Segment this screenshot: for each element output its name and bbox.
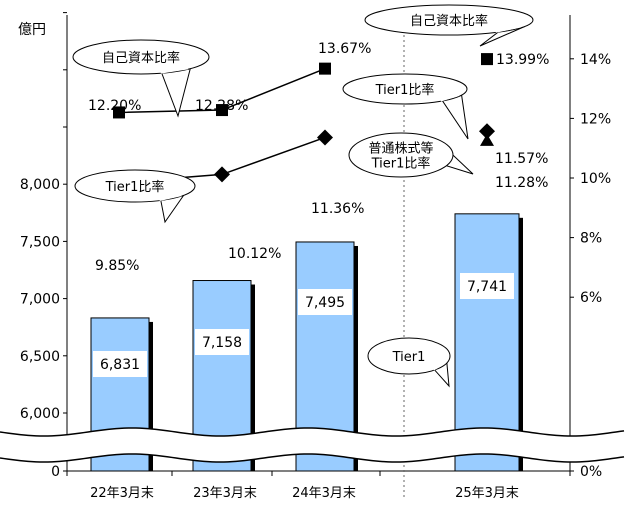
callout-text: 普通株式等 <box>368 141 433 157</box>
axis-break-fill <box>0 428 624 462</box>
left-axis-unit-label: 億円 <box>18 22 46 38</box>
bar-value-label: 7,741 <box>467 279 507 295</box>
callout-ellipse <box>72 39 210 75</box>
marker-diamond <box>317 129 333 146</box>
callout-text: 自己資本比率 <box>410 13 488 29</box>
callout-join <box>160 66 188 74</box>
category-label: 25年3月末 <box>455 486 519 501</box>
axes: 0 6,000 6,500 7,000 7,500 8,000 0% 6% 8% 10% 12% 14… <box>20 12 611 501</box>
callout-text: Tier1比率 <box>105 179 165 195</box>
callout-join <box>432 361 446 371</box>
callout-join <box>443 154 452 166</box>
bar-value-box <box>298 289 352 315</box>
series-value-label: 11.57% <box>495 151 548 167</box>
callout-tier1-bar: Tier1 <box>367 337 451 388</box>
series-value-label: 12.28% <box>195 98 248 114</box>
bar-value-box <box>195 329 249 355</box>
category-label: 24年3月末 <box>292 486 356 501</box>
series-value-label: 13.67% <box>318 41 371 57</box>
marker-square <box>113 106 125 119</box>
marker-square <box>216 104 228 117</box>
category-label: 23年3月末 <box>193 486 257 501</box>
callout-ellipse <box>367 337 451 375</box>
value-labels: 6,831 7,158 7,495 7,741 12.20% 12.28% 13.67% 13… <box>88 41 549 377</box>
bar-value-box <box>460 273 514 299</box>
right-axis-tick-label: 8% <box>580 231 602 247</box>
left-axis-tick-label: 8,000 <box>20 177 60 193</box>
callout-join <box>495 24 522 33</box>
callout-ellipse <box>348 132 454 178</box>
callout-capital-ratio-right: 自己資本比率 <box>364 4 534 47</box>
callouts: 自己資本比率自己資本比率Tier1比率Tier1比率普通株式等Tier1比率Ti… <box>72 4 534 388</box>
category-label: 22年3月末 <box>90 486 154 501</box>
callout-text: Tier1 <box>392 350 426 365</box>
marker-square <box>481 53 493 66</box>
callout-tier1-ratio-left: Tier1比率 <box>74 169 196 224</box>
left-axis-tick-label: 6,500 <box>20 349 60 365</box>
right-axis-tick-label: 6% <box>580 290 602 306</box>
bar-value-label: 6,831 <box>100 357 140 373</box>
callout-text: Tier1比率 <box>375 82 435 98</box>
series-value-label: 11.28% <box>495 175 548 191</box>
axis-break-line <box>0 427 625 437</box>
axis-break-line <box>0 453 625 463</box>
right-axis-tick-label: 14% <box>580 52 611 68</box>
callout-ellipse <box>342 73 468 105</box>
series-value-label: 12.20% <box>88 98 141 114</box>
callout-text: 自己資本比率 <box>102 50 180 66</box>
right-axis-tick-label: 0% <box>580 464 602 480</box>
callout-join <box>440 93 460 102</box>
left-axis-tick-label: 7,000 <box>20 292 60 308</box>
left-axis-tick-label: 7,500 <box>20 234 60 250</box>
callout-text: Tier1比率 <box>371 156 431 172</box>
callout-tail <box>441 94 469 140</box>
bar-value-label: 7,158 <box>202 335 242 351</box>
callout-ellipse <box>74 169 196 203</box>
series-value-label: 13.99% <box>496 52 549 68</box>
marker-triangle <box>480 133 494 146</box>
marker-diamond <box>479 123 495 140</box>
callout-capital-ratio-left: 自己資本比率 <box>72 39 210 118</box>
callout-join <box>159 193 182 201</box>
bar-value-label: 7,495 <box>305 295 345 311</box>
callout-ellipse <box>364 4 534 36</box>
marker-diamond <box>214 166 230 183</box>
axis-break-band <box>0 427 625 463</box>
series-value-label: 11.36% <box>311 201 364 217</box>
series-value-label: 9.85% <box>95 258 139 274</box>
series-value-label: 10.12% <box>228 246 281 262</box>
marker-square <box>319 62 331 75</box>
left-axis-tick-label: 0 <box>51 464 60 480</box>
right-axis-tick-label: 10% <box>580 171 611 187</box>
callout-tail <box>161 68 191 118</box>
right-axis-tick-label: 12% <box>580 111 611 127</box>
callout-tier1-ratio-right: Tier1比率 <box>342 73 469 140</box>
bar-value-box <box>93 351 147 377</box>
left-axis-tick-label: 6,000 <box>20 406 60 422</box>
